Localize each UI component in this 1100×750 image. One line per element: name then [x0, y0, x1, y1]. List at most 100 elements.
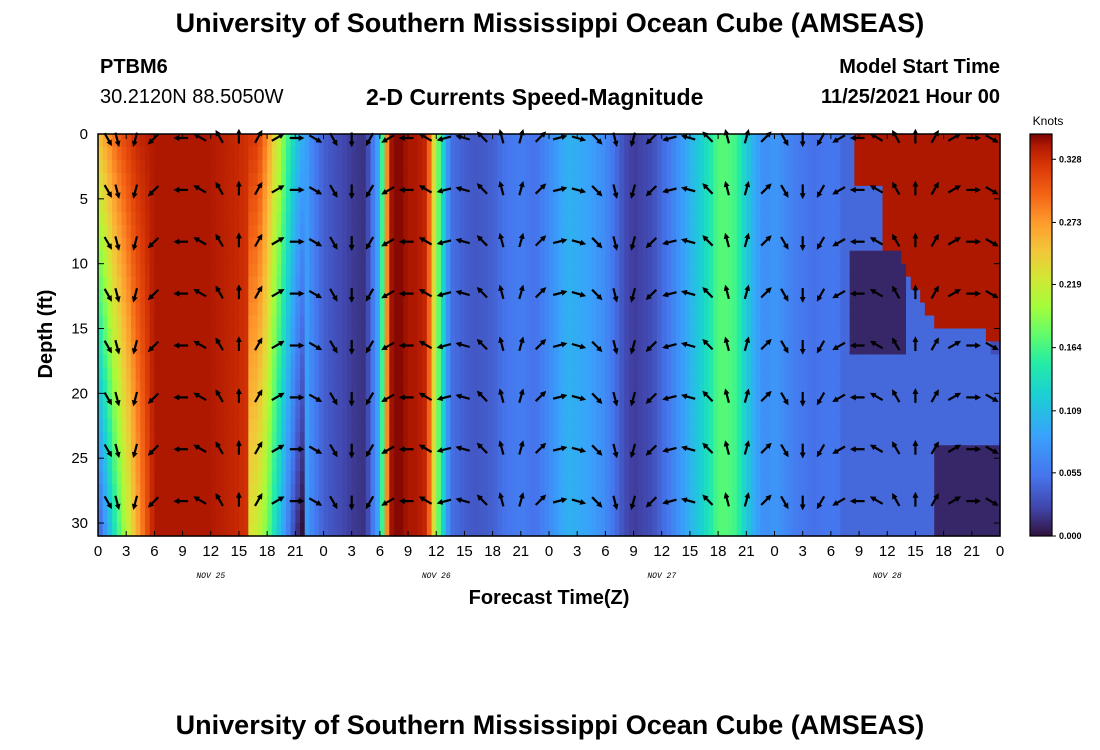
heatmap-cell — [586, 484, 592, 498]
heatmap-cell — [704, 484, 710, 498]
heatmap-cell — [802, 523, 808, 537]
heatmap-cell — [220, 419, 226, 433]
heatmap-cell — [337, 523, 343, 537]
heatmap-cell — [206, 354, 212, 369]
heatmap-cell — [116, 510, 123, 524]
heatmap-cell — [595, 211, 602, 226]
heatmap-cell — [356, 367, 362, 381]
heatmap-cell — [393, 211, 400, 226]
heatmap-cell — [708, 458, 715, 472]
heatmap-cell — [285, 445, 292, 459]
heatmap-cell — [379, 432, 386, 446]
heatmap-cell — [436, 224, 442, 239]
heatmap-cell — [577, 406, 583, 420]
heatmap-cell — [144, 419, 151, 433]
heatmap-cell — [469, 172, 475, 187]
heatmap-cell — [755, 380, 762, 394]
heatmap-cell — [403, 458, 409, 472]
heatmap-cell — [657, 276, 663, 291]
heatmap-cell — [657, 302, 663, 317]
heatmap-cell — [765, 146, 771, 161]
heatmap-cell — [704, 510, 710, 524]
heatmap-cell — [248, 523, 254, 537]
heatmap-cell — [144, 302, 151, 317]
heatmap-cell — [844, 134, 851, 148]
heatmap-cell — [826, 224, 832, 239]
heatmap-cell — [849, 341, 855, 356]
heatmap-cell — [689, 393, 696, 407]
heatmap-cell — [657, 393, 663, 407]
heatmap-cell — [511, 237, 517, 252]
heatmap-cell — [793, 276, 799, 291]
heatmap-cell — [130, 471, 137, 485]
heatmap-cell — [281, 471, 287, 485]
heatmap-cell — [732, 328, 738, 343]
heatmap-cell — [417, 224, 423, 239]
heatmap-cell — [595, 406, 602, 420]
heatmap-cell — [116, 484, 123, 498]
heatmap-cell — [732, 315, 738, 330]
heatmap-cell — [704, 367, 710, 381]
heatmap-cell — [769, 302, 776, 317]
heatmap-cell — [783, 419, 790, 433]
heatmap-cell — [746, 224, 752, 239]
heatmap-cell — [309, 263, 315, 278]
heatmap-cell — [741, 302, 747, 317]
heatmap-cell — [769, 393, 776, 407]
heatmap-cell — [267, 237, 273, 252]
heatmap-cell — [675, 289, 682, 304]
heatmap-cell — [765, 354, 771, 369]
heatmap-cell — [765, 445, 771, 459]
heatmap-cell — [281, 250, 287, 265]
heatmap-cell — [642, 289, 649, 304]
heatmap-cell — [591, 159, 597, 174]
heatmap-cell — [375, 263, 381, 278]
heatmap-cell — [375, 497, 381, 511]
heatmap-cell — [478, 432, 484, 446]
heatmap-cell — [262, 328, 268, 343]
heatmap-cell — [126, 302, 132, 317]
heatmap-cell — [445, 432, 451, 446]
heatmap-cell — [657, 198, 663, 213]
heatmap-cell — [224, 134, 231, 148]
heatmap-cell — [502, 185, 508, 200]
heatmap-cell — [271, 497, 278, 511]
heatmap-cell — [342, 172, 348, 187]
heatmap-cell — [159, 159, 165, 174]
heatmap-cell — [774, 211, 780, 226]
heatmap-cell — [704, 497, 710, 511]
heatmap-cell — [694, 172, 700, 187]
heatmap-cell — [309, 419, 315, 433]
heatmap-cell — [624, 380, 630, 394]
heatmap-cell — [206, 315, 212, 330]
heatmap-cell — [469, 354, 475, 369]
heatmap-cell — [732, 406, 738, 420]
heatmap-cell — [389, 328, 395, 343]
heatmap-cell — [285, 341, 292, 356]
heatmap-cell — [741, 146, 747, 161]
heatmap-cell — [675, 445, 682, 459]
heatmap-cell — [722, 354, 729, 369]
heatmap-cell — [788, 224, 794, 239]
heatmap-cell — [408, 432, 414, 446]
heatmap-cell — [544, 445, 550, 459]
heatmap-cell — [323, 380, 329, 394]
heatmap-cell — [290, 458, 296, 472]
heatmap-cell — [346, 484, 353, 498]
heatmap-cell — [290, 276, 296, 291]
heatmap-cell — [276, 237, 282, 252]
heatmap-cell — [393, 276, 400, 291]
heatmap-cell — [295, 458, 301, 472]
heatmap-cell — [704, 276, 710, 291]
heatmap-cell — [765, 380, 771, 394]
heatmap-cell — [633, 172, 639, 187]
heatmap-cell — [351, 250, 357, 265]
heatmap-cell — [267, 367, 273, 381]
heatmap-cell — [300, 224, 306, 239]
heatmap-cell — [619, 263, 625, 278]
heatmap-cell — [356, 159, 362, 174]
heatmap-cell — [281, 315, 287, 330]
heatmap-cell — [718, 315, 724, 330]
heatmap-cell — [257, 237, 264, 252]
